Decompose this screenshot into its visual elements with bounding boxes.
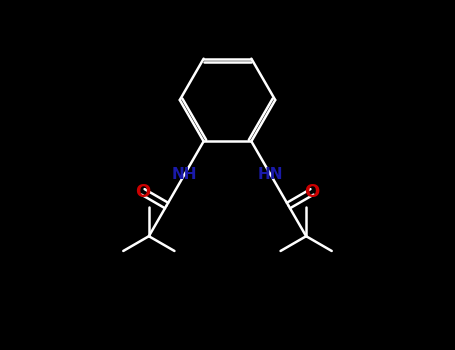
Text: NH: NH [172, 167, 197, 182]
Text: HN: HN [258, 167, 283, 182]
Text: O: O [135, 183, 151, 201]
Text: O: O [304, 183, 320, 201]
